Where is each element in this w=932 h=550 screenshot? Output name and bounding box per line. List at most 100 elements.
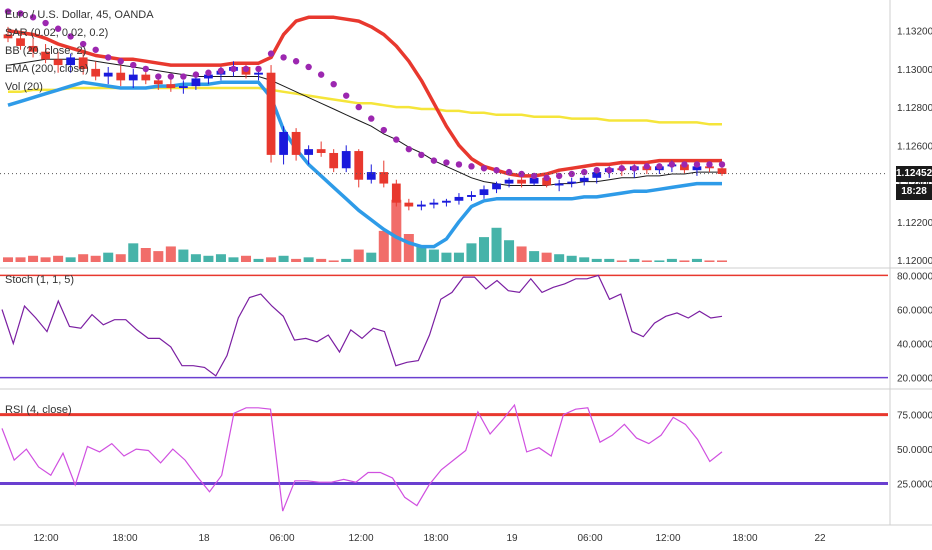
volume-bar bbox=[40, 257, 51, 262]
sar-dot bbox=[355, 103, 362, 111]
candle-body bbox=[279, 131, 288, 155]
volume-bar bbox=[716, 260, 728, 262]
sar-dot bbox=[718, 161, 726, 168]
volume-bars bbox=[2, 199, 728, 262]
volume-bar bbox=[453, 252, 464, 262]
sar-dot bbox=[693, 161, 701, 168]
sar-dot bbox=[581, 168, 588, 176]
price-tick-label: 1.12000 bbox=[897, 256, 932, 267]
candle-body bbox=[391, 183, 401, 203]
sar-dot bbox=[105, 54, 112, 61]
osc-tick-label: 25.0000 bbox=[897, 480, 932, 491]
candle-body bbox=[28, 45, 38, 52]
candle-body bbox=[692, 166, 702, 171]
candle-body bbox=[141, 74, 151, 81]
candle-body bbox=[429, 202, 439, 205]
candle-body bbox=[191, 78, 201, 87]
sar-dot bbox=[79, 40, 87, 48]
candle-body bbox=[454, 196, 464, 201]
volume-bar bbox=[266, 257, 277, 262]
sar-dot bbox=[155, 73, 162, 80]
sar-dot bbox=[343, 92, 350, 99]
candle-body bbox=[504, 179, 514, 184]
volume-bar bbox=[278, 255, 289, 262]
candle-body bbox=[404, 202, 414, 207]
candle-body bbox=[442, 200, 451, 203]
volume-bar bbox=[165, 246, 176, 262]
volume-bar bbox=[15, 257, 26, 262]
osc-tick-label: 40.0000 bbox=[897, 340, 932, 351]
candle-body bbox=[3, 34, 13, 39]
candle-body bbox=[304, 149, 314, 155]
candle-body bbox=[204, 74, 213, 79]
stoch-title: Stoch (1, 1, 5) bbox=[5, 274, 75, 286]
sar-dot bbox=[706, 161, 713, 168]
candle-body bbox=[479, 189, 489, 196]
volume-bar bbox=[616, 260, 627, 262]
volume-bar bbox=[341, 258, 352, 262]
sar-dot bbox=[54, 25, 62, 32]
volume-bar bbox=[478, 237, 490, 262]
current-price-badge: 1.12452 bbox=[896, 165, 932, 182]
osc-tick-label: 60.0000 bbox=[897, 305, 932, 316]
sar-dot bbox=[305, 63, 312, 71]
volume-bar bbox=[153, 251, 164, 262]
volume-bar bbox=[115, 254, 126, 262]
candle-body bbox=[316, 149, 326, 153]
candle-body bbox=[717, 168, 727, 174]
legend-sar: SAR (0.02, 0.02, 0.2) bbox=[5, 27, 109, 39]
sar-dot bbox=[180, 73, 187, 80]
volume-bar bbox=[566, 255, 577, 262]
volume-bar bbox=[228, 257, 239, 262]
time-tick-label: 18:00 bbox=[423, 533, 448, 544]
volume-bar bbox=[378, 230, 389, 262]
sar-dot bbox=[42, 19, 49, 27]
candle-body bbox=[379, 172, 389, 184]
candle-body bbox=[592, 172, 602, 178]
ema-line bbox=[8, 86, 722, 126]
legend-ema: EMA (200, close) bbox=[5, 63, 89, 75]
candle-body bbox=[78, 57, 88, 69]
candle-body bbox=[254, 72, 263, 75]
volume-bar bbox=[554, 254, 565, 262]
volume-bar bbox=[2, 257, 14, 262]
time-tick-label: 18:00 bbox=[732, 533, 757, 544]
volume-bar bbox=[441, 252, 452, 262]
candle-body bbox=[166, 84, 176, 88]
sar-dot bbox=[368, 115, 375, 122]
volume-bar bbox=[28, 255, 39, 262]
volume-bar bbox=[128, 243, 139, 262]
time-tick-label: 06:00 bbox=[577, 533, 602, 544]
candle-body bbox=[492, 183, 501, 190]
sar-dot bbox=[192, 71, 200, 78]
volume-bar bbox=[190, 254, 201, 262]
sar-dot bbox=[568, 170, 575, 178]
sar-dot bbox=[117, 58, 124, 65]
candle-body bbox=[542, 177, 552, 186]
volume-bar bbox=[253, 258, 264, 262]
volume-bar bbox=[303, 257, 314, 262]
candle-body bbox=[153, 80, 163, 85]
bb-basis-line bbox=[7, 58, 722, 186]
sar-dot bbox=[493, 166, 500, 174]
sar-dot bbox=[217, 67, 225, 75]
osc-tick-label: 20.0000 bbox=[897, 374, 932, 385]
price-tick-label: 1.12800 bbox=[897, 103, 932, 114]
osc-tick-label: 80.0000 bbox=[897, 271, 932, 282]
candle-body bbox=[467, 195, 476, 197]
volume-bar bbox=[178, 249, 189, 262]
candle-body bbox=[116, 72, 126, 81]
price-tick-label: 1.13200 bbox=[897, 27, 932, 38]
legend-symbol: Euro / U.S. Dollar, 45, OANDA bbox=[5, 9, 154, 21]
sar-dot bbox=[380, 126, 387, 134]
candle-body bbox=[579, 177, 589, 182]
stoch-line bbox=[1, 274, 723, 377]
volume-bar bbox=[391, 199, 402, 262]
volume-bar bbox=[366, 252, 377, 262]
rsi-line bbox=[1, 403, 723, 512]
sar-dot bbox=[643, 163, 651, 170]
volume-bar bbox=[679, 260, 690, 262]
volume-bar bbox=[328, 260, 339, 262]
sar-dot bbox=[92, 46, 99, 53]
